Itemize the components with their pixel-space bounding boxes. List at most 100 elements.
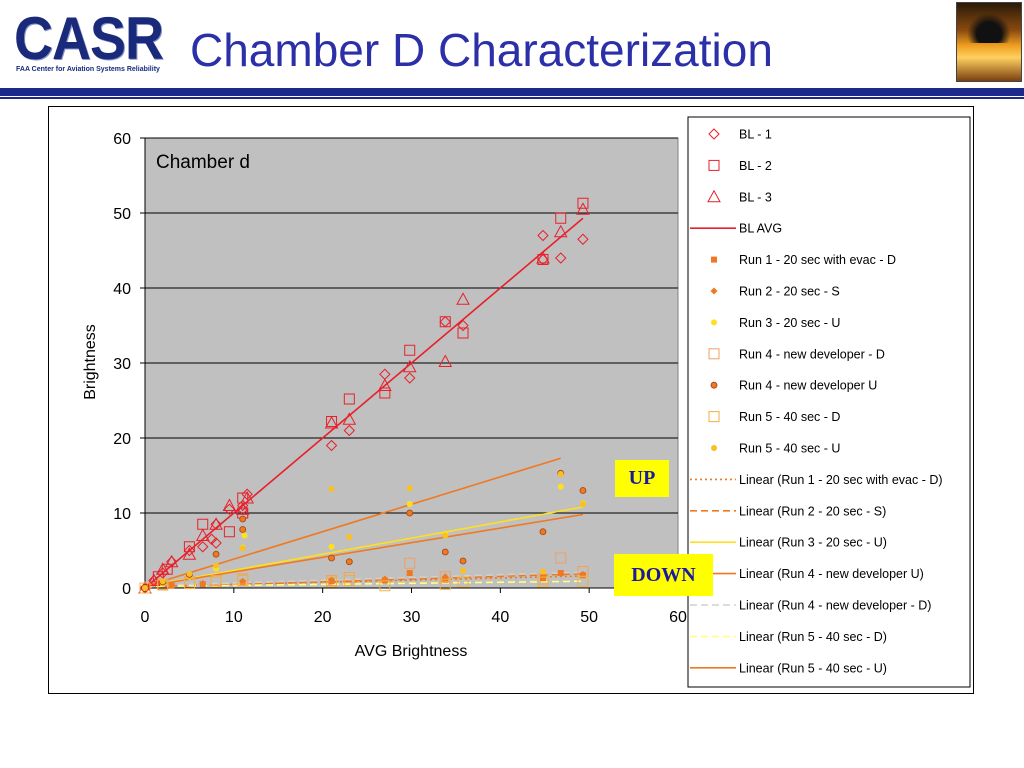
data-point: [579, 487, 587, 494]
x-tick-label: 60: [669, 609, 687, 626]
legend-label: Run 5 - 40 sec - U: [739, 442, 840, 456]
data-point: [557, 471, 564, 477]
legend-label: Run 4 - new developer U: [739, 379, 877, 393]
data-point: [537, 229, 549, 242]
legend-label: Linear (Run 5 - 40 sec - D): [739, 630, 887, 644]
chart-inner-label: Chamber d: [156, 152, 250, 173]
legend: BL - 1 BL - 2 BL - 3 BL AVG Run 1 - 20 sec w…: [690, 128, 943, 675]
data-point: [577, 233, 589, 245]
data-point: [579, 501, 586, 507]
y-tick-label: 10: [113, 506, 131, 523]
x-axis-label: AVG Brightness: [355, 643, 468, 660]
y-tick-label: 20: [113, 431, 131, 448]
data-point: [439, 571, 451, 583]
legend-label: BL AVG: [739, 222, 782, 236]
data-point: [328, 554, 335, 562]
legend-item: Linear (Run 1 - 20 sec with evac - D): [690, 473, 943, 487]
data-point: [555, 212, 567, 224]
y-tick-label: 40: [113, 281, 131, 298]
data-point: [142, 585, 148, 591]
data-point: [197, 541, 209, 553]
legend-label: BL - 1: [739, 128, 772, 142]
data-point: [159, 578, 166, 585]
legend-swatch: [708, 128, 720, 140]
legend-item: Linear (Run 5 - 40 sec - D): [690, 630, 887, 644]
legend-label: Linear (Run 2 - 20 sec - S): [739, 504, 886, 518]
y-axis-label: Brightness: [82, 324, 99, 400]
data-point: [379, 387, 391, 399]
data-point: [328, 543, 335, 550]
trend-line: [144, 217, 584, 589]
data-point: [406, 501, 413, 507]
data-point: [404, 557, 416, 569]
data-point: [439, 316, 451, 328]
data-point: [404, 344, 416, 356]
legend-label: Run 1 - 20 sec with evac - D: [739, 253, 896, 267]
legend-item: BL - 3: [707, 189, 772, 204]
data-point: [343, 575, 355, 586]
legend-swatch: [708, 159, 720, 171]
x-tick-label: 20: [314, 609, 332, 626]
data-point: [239, 515, 247, 523]
data-point: [457, 319, 469, 332]
data-point: [239, 526, 247, 533]
legend-label: Linear (Run 1 - 20 sec with evac - D): [739, 473, 943, 487]
annotation-up: UP: [615, 460, 669, 497]
data-point: [328, 576, 336, 584]
data-point: [183, 578, 195, 589]
data-point: [213, 562, 220, 569]
data-point: [537, 576, 549, 588]
x-tick-label: 10: [225, 609, 243, 626]
data-point: [460, 567, 467, 574]
data-point: [155, 562, 170, 575]
data-point: [209, 517, 223, 530]
data-point: [237, 499, 249, 512]
legend-item: Linear (Run 2 - 20 sec - S): [690, 504, 886, 518]
data-point: [240, 490, 255, 504]
x-tick-label: 40: [491, 609, 509, 626]
data-point: [402, 359, 417, 373]
trend-line: [144, 506, 584, 588]
legend-swatch: [710, 381, 718, 389]
legend-swatch: [707, 189, 721, 203]
legend-swatch: [708, 411, 720, 423]
data-point: [441, 573, 449, 581]
data-point: [577, 197, 589, 209]
legend-item: BL - 2: [708, 159, 772, 173]
data-point: [555, 252, 567, 264]
legend-item: Run 4 - new developer - D: [708, 347, 885, 361]
x-tick-label: 0: [141, 609, 150, 626]
data-point: [183, 544, 196, 557]
y-tick-label: 60: [113, 131, 131, 148]
data-point: [342, 412, 357, 425]
legend-item: BL AVG: [690, 222, 782, 236]
data-point: [553, 224, 568, 238]
legend-label: Run 4 - new developer - D: [739, 347, 885, 361]
data-point: [557, 483, 564, 490]
trend-line: [144, 572, 583, 589]
legend-item: Run 5 - 40 sec - D: [708, 410, 840, 424]
data-point: [343, 393, 355, 405]
slide-title: Chamber D Characterization: [190, 24, 773, 76]
legend-swatch: [710, 287, 718, 295]
legend-item: Linear (Run 3 - 20 sec - U): [690, 536, 887, 550]
data-point: [222, 498, 237, 511]
data-point: [406, 485, 413, 492]
x-tick-label: 50: [580, 609, 598, 626]
legend-label: Linear (Run 5 - 40 sec - U): [739, 661, 887, 675]
legend-swatch: [711, 319, 717, 326]
data-point: [164, 554, 179, 568]
data-point: [439, 578, 451, 590]
data-point: [147, 573, 161, 586]
legend-item: Run 3 - 20 sec - U: [711, 316, 840, 330]
data-point: [195, 528, 210, 541]
data-point: [223, 526, 235, 538]
data-point: [536, 250, 550, 264]
legend-item: Run 4 - new developer U: [710, 379, 877, 393]
data-point: [459, 557, 467, 565]
data-point: [239, 577, 247, 585]
data-point: [325, 439, 338, 452]
data-point: [183, 541, 195, 553]
legend-item: Run 5 - 40 sec - U: [711, 442, 840, 456]
data-point: [235, 502, 250, 515]
